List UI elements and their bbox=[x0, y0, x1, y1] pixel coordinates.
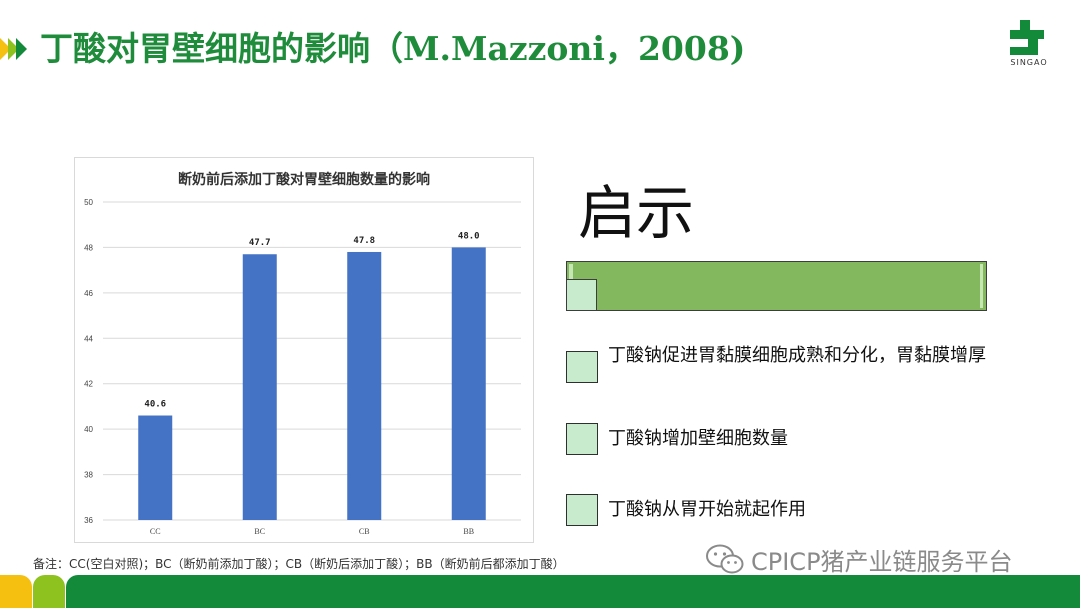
x-category-label: BB bbox=[463, 527, 474, 536]
bar-bb bbox=[451, 247, 486, 520]
bar-chart-svg: 断奶前后添加丁酸对胃壁细胞数量的影响 36 38 40 42 44 46 48 50 40.6 C… bbox=[84, 171, 521, 536]
y-tick-label: 36 bbox=[84, 516, 93, 525]
bar-bc bbox=[242, 254, 277, 520]
slide-title: 丁酸对胃壁细胞的影响（M.Mazzoni，2008) bbox=[40, 29, 746, 68]
insights-banner bbox=[566, 261, 987, 311]
data-label: 47.7 bbox=[249, 238, 271, 248]
footer-bar-yellow bbox=[0, 575, 32, 608]
bullet-square-3 bbox=[566, 494, 598, 526]
bar-chart: 断奶前后添加丁酸对胃壁细胞数量的影响 36 38 40 42 44 46 48 50 40.6 C… bbox=[74, 157, 534, 543]
y-tick-label: 50 bbox=[84, 198, 93, 207]
double-chevron-right-icon bbox=[0, 38, 27, 60]
banner-highlight-right bbox=[980, 264, 983, 308]
y-tick-label: 48 bbox=[84, 243, 93, 252]
y-tick-label: 46 bbox=[84, 289, 93, 298]
y-tick-label: 38 bbox=[84, 471, 93, 480]
x-category-label: CC bbox=[150, 527, 161, 536]
watermark-text: CPICP猪产业链服务平台 bbox=[751, 547, 1013, 576]
y-tick-label: 40 bbox=[84, 425, 93, 434]
singao-cross-logo-icon bbox=[1010, 20, 1044, 55]
banner-chip bbox=[566, 279, 597, 311]
bullet-square-1 bbox=[566, 351, 598, 383]
y-tick-label: 44 bbox=[84, 334, 93, 343]
x-category-label: CB bbox=[359, 527, 370, 536]
insights-heading: 启示 bbox=[578, 179, 695, 247]
bar-cc bbox=[138, 415, 173, 520]
bullet-square-2 bbox=[566, 423, 598, 455]
chart-note: 备注：CC(空白对照)；BC（断奶前添加丁酸）；CB（断奶后添加丁酸）；BB（断… bbox=[33, 557, 565, 571]
data-label: 47.8 bbox=[353, 236, 375, 246]
chart-title: 断奶前后添加丁酸对胃壁细胞数量的影响 bbox=[178, 171, 430, 188]
y-tick-label: 42 bbox=[84, 380, 93, 389]
insight-item-1: 丁酸钠促进胃黏膜细胞成熟和分化，胃黏膜增厚 bbox=[608, 345, 986, 366]
wechat-icon bbox=[706, 544, 744, 574]
logo-text: SINGAO bbox=[1010, 58, 1048, 67]
x-category-label: BC bbox=[254, 527, 265, 536]
footer-bar-lime bbox=[33, 575, 65, 608]
data-label: 40.6 bbox=[144, 400, 166, 410]
footer-bar-green bbox=[66, 575, 1080, 608]
insight-item-3: 丁酸钠从胃开始就起作用 bbox=[608, 499, 806, 520]
bar-cb bbox=[347, 251, 382, 520]
watermark: CPICP猪产业链服务平台 bbox=[705, 541, 1013, 577]
insight-item-2: 丁酸钠增加壁细胞数量 bbox=[608, 428, 788, 449]
data-label: 48.0 bbox=[458, 231, 480, 241]
